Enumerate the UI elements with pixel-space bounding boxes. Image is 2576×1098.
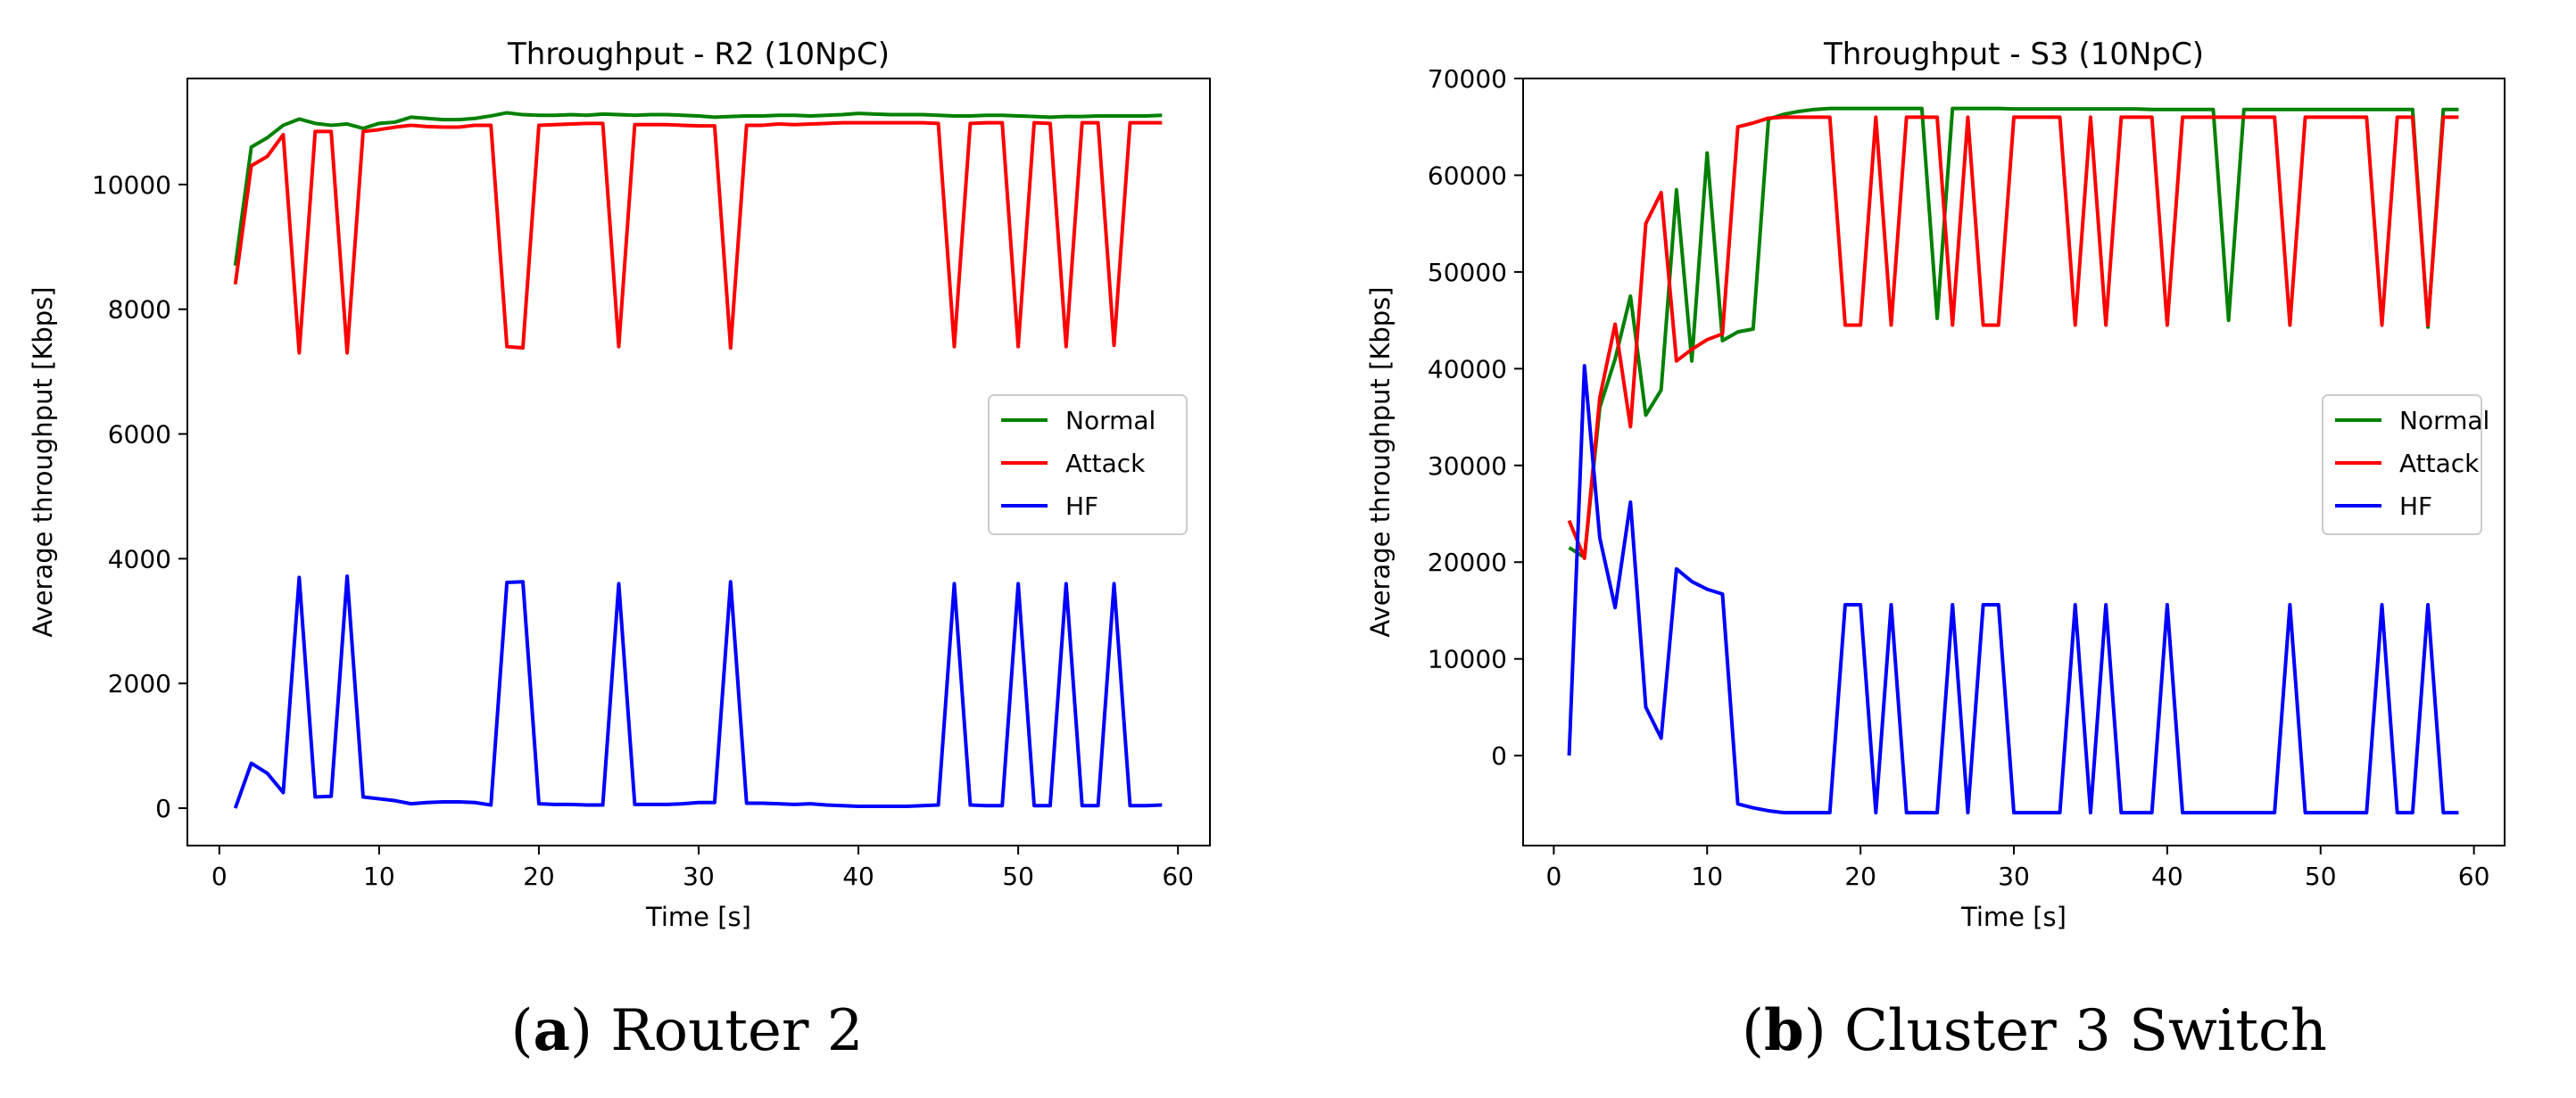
y-tick-label: 70000 bbox=[1428, 64, 1507, 94]
x-tick-label: 20 bbox=[1844, 862, 1876, 891]
x-tick-label: 40 bbox=[2151, 862, 2183, 891]
y-axis-label: Average throughput [Kbps] bbox=[1365, 286, 1396, 637]
x-tick-label: 0 bbox=[1545, 862, 1561, 891]
chart-cluster3-switch: Throughput - S3 (10NpC) 0 10 20 30 40 50 60 0 100… bbox=[1365, 37, 2506, 932]
x-axis-label: Time [s] bbox=[1960, 902, 2067, 932]
series-line-normal bbox=[1568, 106, 2459, 559]
caption-a-text: Router 2 bbox=[592, 998, 864, 1064]
series-group bbox=[1567, 106, 2459, 815]
series-line-attack bbox=[1567, 115, 2459, 560]
legend-label-hf: HF bbox=[1065, 491, 1098, 521]
x-tick-label: 10 bbox=[363, 862, 395, 891]
y-tick-label: 0 bbox=[1491, 741, 1507, 771]
legend-label-hf: HF bbox=[2399, 491, 2432, 521]
y-tick-label: 60000 bbox=[1428, 161, 1507, 190]
legend-label-attack: Attack bbox=[2399, 449, 2480, 478]
y-tick-label: 40000 bbox=[1428, 354, 1507, 384]
series-line-normal bbox=[233, 111, 1163, 267]
x-tick-label: 30 bbox=[1998, 862, 2030, 891]
legend-box bbox=[2322, 394, 2482, 535]
x-tick-label: 50 bbox=[1002, 862, 1034, 891]
caption-a: (a) Router 2 bbox=[510, 997, 864, 1064]
x-tick-label: 60 bbox=[2458, 862, 2490, 891]
y-tick-label: 2000 bbox=[108, 669, 171, 698]
caption-b-text: Cluster 3 Switch bbox=[1826, 998, 2327, 1064]
x-tick-label: 40 bbox=[842, 862, 874, 891]
x-axis-label: Time [s] bbox=[645, 902, 751, 932]
y-tick-label: 8000 bbox=[108, 295, 171, 325]
x-tick-label: 30 bbox=[683, 862, 715, 891]
y-axis-label: Average throughput [Kbps] bbox=[28, 286, 58, 637]
x-tick-label: 0 bbox=[211, 862, 228, 891]
series-line-attack bbox=[233, 120, 1163, 355]
series-line-hf bbox=[1567, 364, 2459, 815]
caption-b-letter: b bbox=[1763, 997, 1804, 1064]
chart-title: Throughput - R2 (10NpC) bbox=[507, 37, 890, 72]
chart-router2: Throughput - R2 (10NpC) 0 10 20 30 40 50 60 0 200… bbox=[28, 37, 1211, 932]
x-tick-label: 10 bbox=[1691, 862, 1723, 891]
y-tick-label: 20000 bbox=[1428, 548, 1507, 577]
legend-label-normal: Normal bbox=[1065, 406, 1155, 435]
y-tick-label: 4000 bbox=[108, 544, 171, 574]
x-tick-label: 60 bbox=[1162, 862, 1194, 891]
legend-label-normal: Normal bbox=[2399, 406, 2489, 435]
legend-box bbox=[988, 394, 1188, 535]
y-tick-label: 6000 bbox=[108, 420, 171, 450]
y-tick-label: 30000 bbox=[1428, 451, 1507, 481]
series-line-hf bbox=[233, 574, 1163, 809]
y-tick-label: 0 bbox=[155, 794, 171, 823]
legend: Normal Attack HF bbox=[988, 394, 1188, 535]
x-tick-label: 50 bbox=[2305, 862, 2337, 891]
caption-b: (b) Cluster 3 Switch bbox=[1742, 997, 2327, 1064]
y-tick-label: 10000 bbox=[92, 170, 171, 200]
series-group bbox=[233, 111, 1163, 809]
y-tick-label: 10000 bbox=[1428, 645, 1507, 674]
legend-label-attack: Attack bbox=[1065, 449, 1146, 478]
caption-a-letter: a bbox=[533, 997, 570, 1064]
x-tick-label: 20 bbox=[523, 862, 555, 891]
y-tick-label: 50000 bbox=[1428, 258, 1507, 287]
legend: Normal Attack HF bbox=[2322, 394, 2489, 535]
chart-title: Throughput - S3 (10NpC) bbox=[1823, 37, 2204, 72]
